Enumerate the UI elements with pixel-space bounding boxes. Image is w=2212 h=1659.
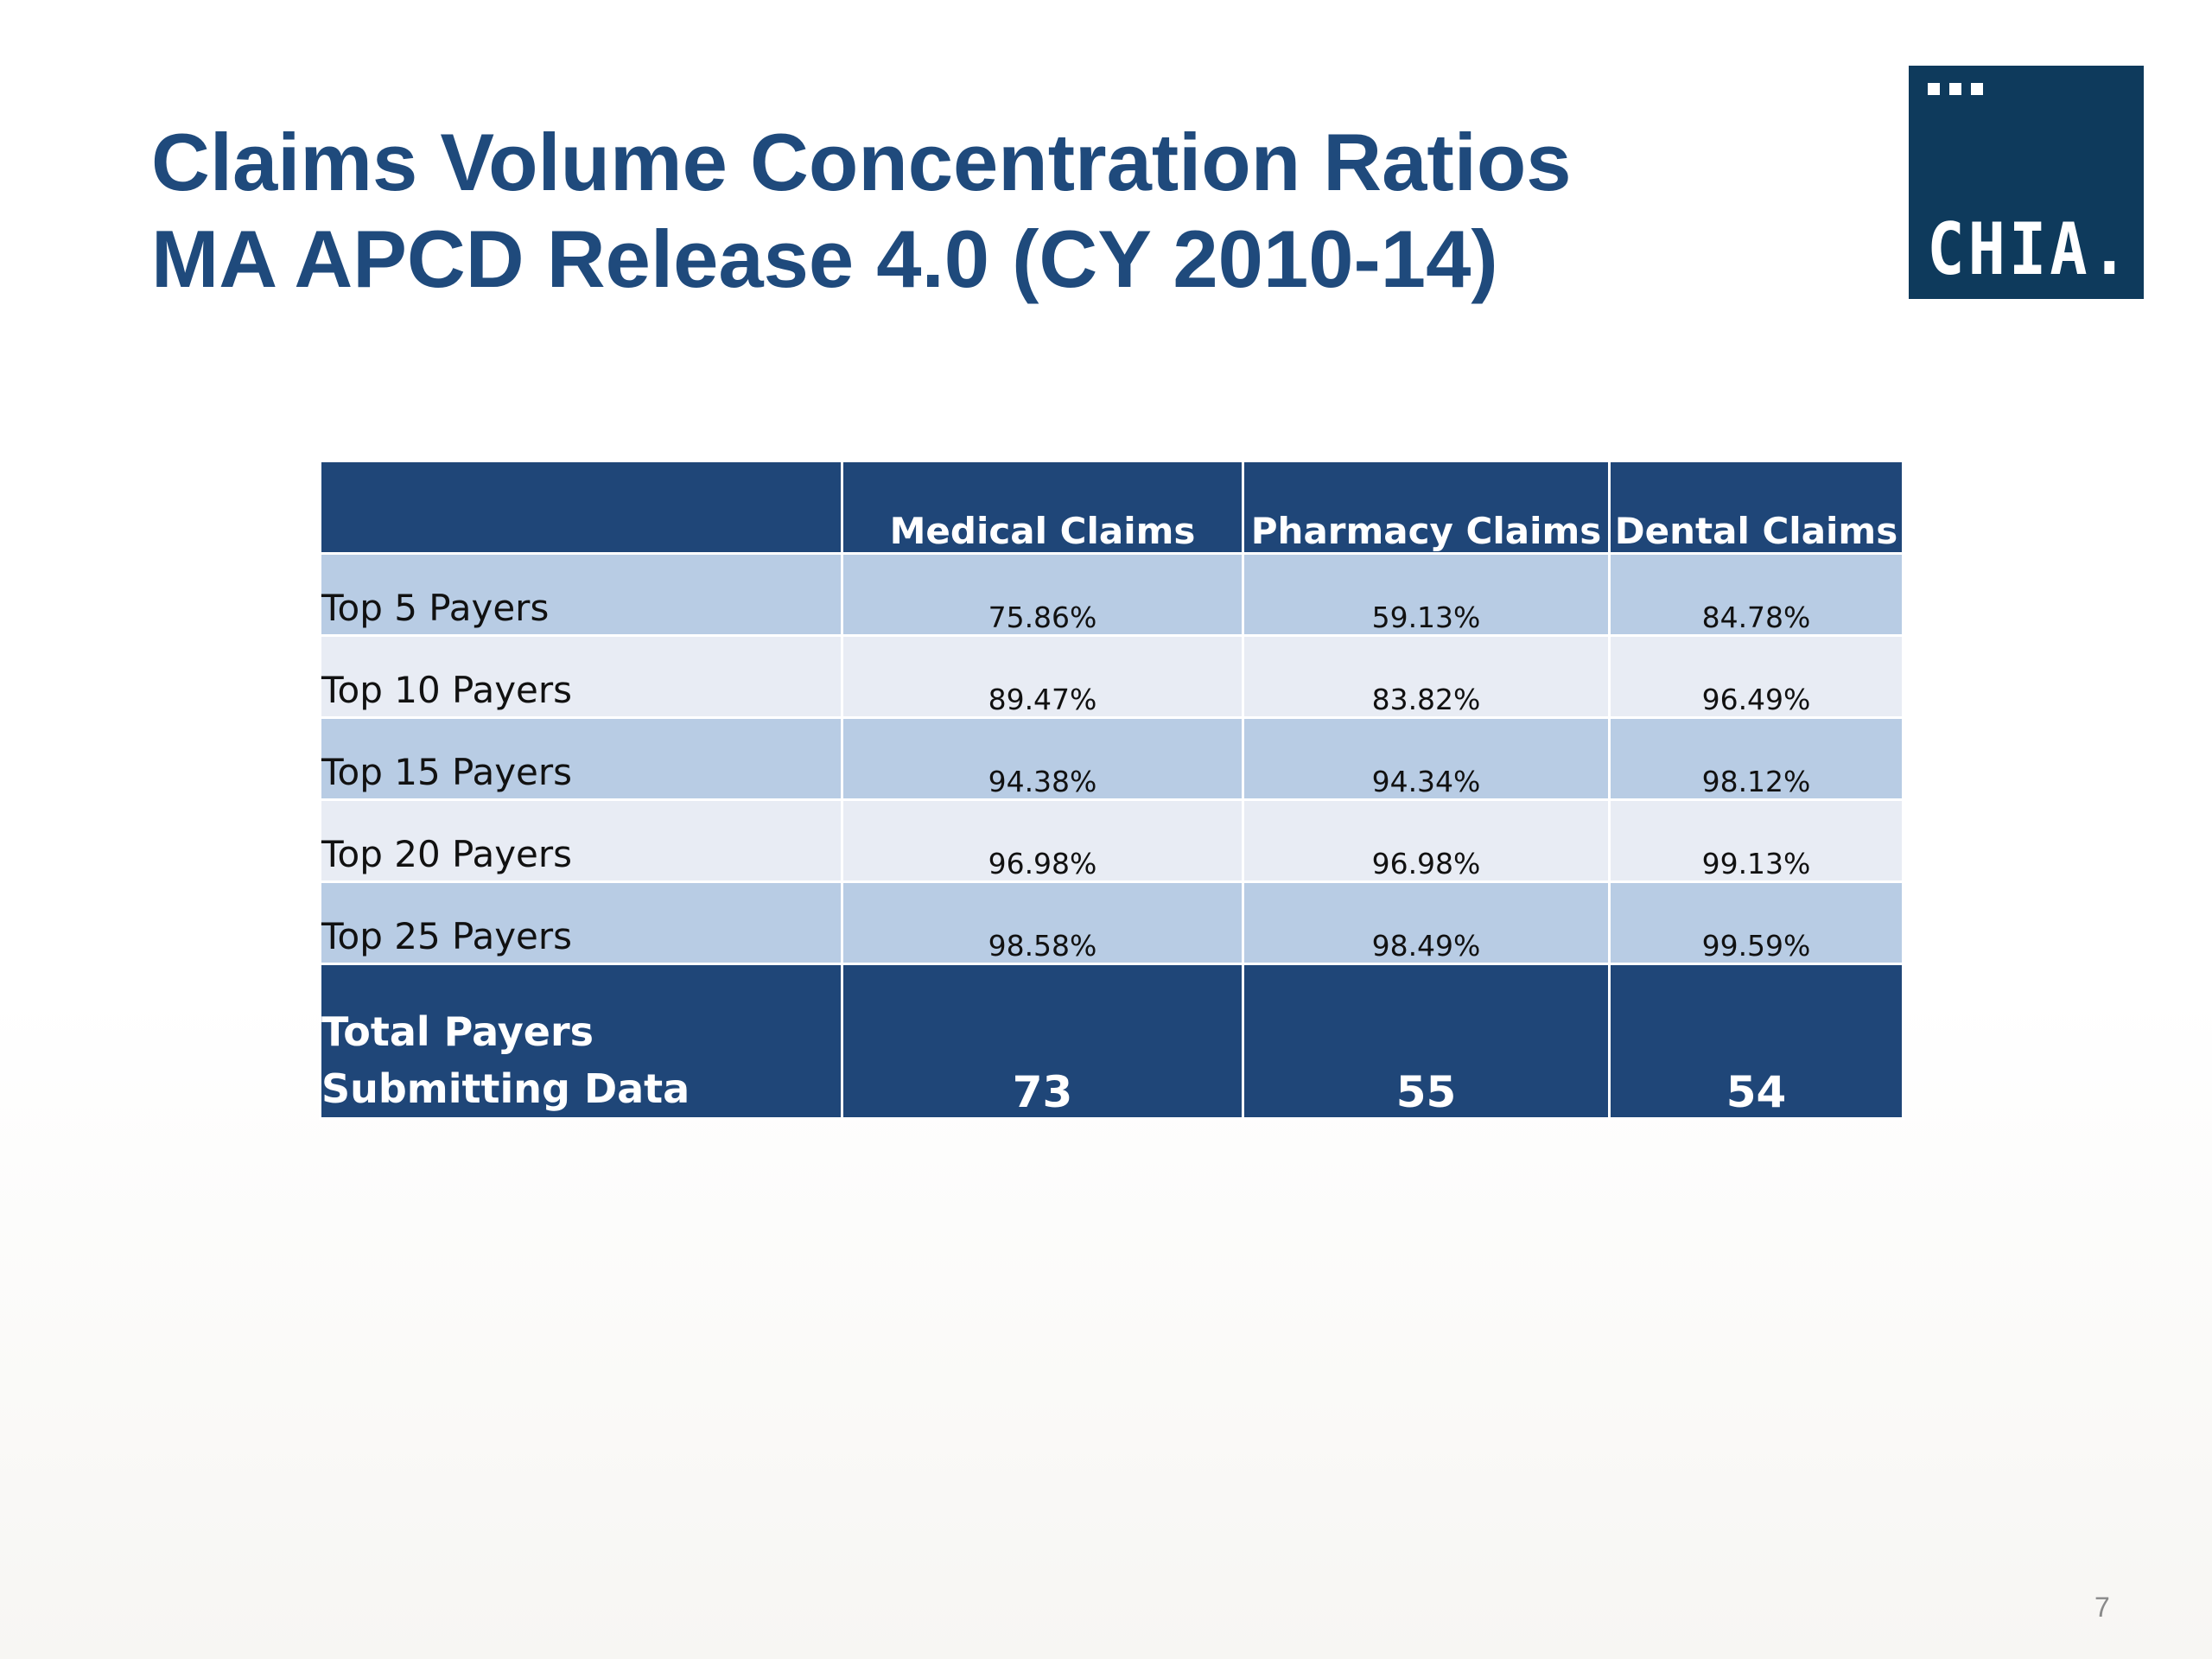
medical-value: 96.98%: [841, 798, 1244, 883]
medical-value: 89.47%: [841, 634, 1244, 719]
pharmacy-value: 59.13%: [1242, 552, 1611, 637]
pharmacy-value: 98.49%: [1242, 880, 1611, 965]
total-dental-value: 54: [1608, 963, 1904, 1120]
total-pharmacy-value: 55: [1242, 963, 1611, 1120]
chia-logo: CHIA.: [1909, 66, 2144, 299]
pharmacy-value: 83.82%: [1242, 634, 1611, 719]
dental-value: 99.13%: [1608, 798, 1904, 883]
slide-title-line-2: MA APCD Release 4.0 (CY 2010-14): [151, 213, 1498, 304]
table-row: Top 5 Payers 75.86% 59.13% 84.78%: [319, 552, 1904, 637]
page-number: 7: [2094, 1592, 2110, 1623]
slide-title: Claims Volume Concentration Ratios MA AP…: [151, 114, 1572, 308]
table-row: Top 10 Payers 89.47% 83.82% 96.49%: [319, 634, 1904, 719]
total-payers-row: Total Payers Submitting Data 73 55 54: [319, 963, 1904, 1120]
dental-value: 98.12%: [1608, 716, 1904, 801]
header-blank: [319, 460, 843, 555]
row-label: Top 15 Payers: [319, 716, 843, 801]
pharmacy-value: 96.98%: [1242, 798, 1611, 883]
medical-value: 75.86%: [841, 552, 1244, 637]
table-row: Top 20 Payers 96.98% 96.98% 99.13%: [319, 798, 1904, 883]
header-dental-claims: Dental Claims: [1608, 460, 1904, 555]
concentration-table-container: Medical Claims Pharmacy Claims Dental Cl…: [319, 460, 1904, 1120]
header-medical-claims: Medical Claims: [841, 460, 1244, 555]
slide-title-line-1: Claims Volume Concentration Ratios: [151, 117, 1572, 207]
concentration-table: Medical Claims Pharmacy Claims Dental Cl…: [319, 460, 1904, 1120]
row-label: Top 10 Payers: [319, 634, 843, 719]
dental-value: 84.78%: [1608, 552, 1904, 637]
total-payers-label: Total Payers Submitting Data: [319, 963, 843, 1120]
medical-value: 94.38%: [841, 716, 1244, 801]
header-pharmacy-claims: Pharmacy Claims: [1242, 460, 1611, 555]
total-medical-value: 73: [841, 963, 1244, 1120]
logo-dots-icon: [1928, 83, 1983, 95]
table-header-row: Medical Claims Pharmacy Claims Dental Cl…: [319, 460, 1904, 555]
pharmacy-value: 94.34%: [1242, 716, 1611, 801]
logo-text: CHIA.: [1927, 207, 2132, 291]
table-row: Top 15 Payers 94.38% 94.34% 98.12%: [319, 716, 1904, 801]
dental-value: 99.59%: [1608, 880, 1904, 965]
row-label: Top 25 Payers: [319, 880, 843, 965]
row-label: Top 5 Payers: [319, 552, 843, 637]
medical-value: 98.58%: [841, 880, 1244, 965]
dental-value: 96.49%: [1608, 634, 1904, 719]
row-label: Top 20 Payers: [319, 798, 843, 883]
table-row: Top 25 Payers 98.58% 98.49% 99.59%: [319, 880, 1904, 965]
